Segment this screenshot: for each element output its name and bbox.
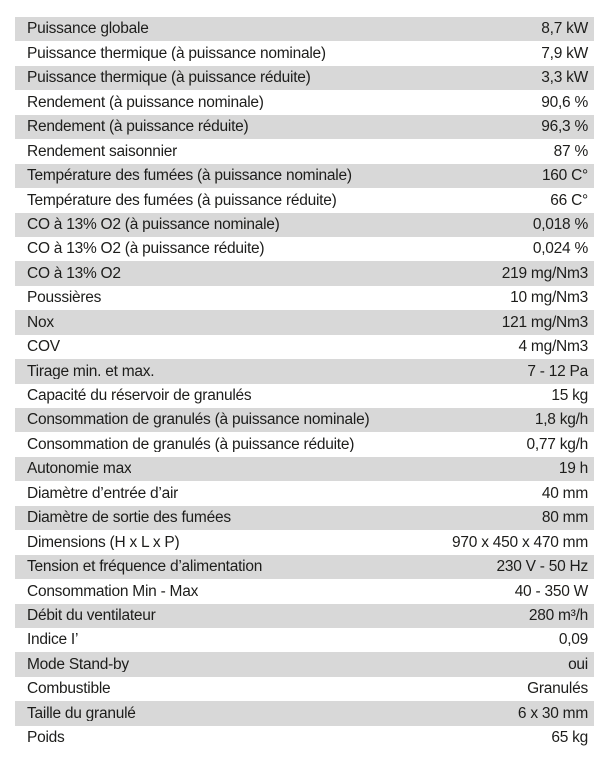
- spec-value: oui: [568, 655, 588, 673]
- spec-value: 90,6 %: [541, 93, 588, 111]
- spec-label: Consommation Min - Max: [27, 583, 199, 600]
- spec-label: Tirage min. et max.: [27, 363, 155, 380]
- spec-value: 121 mg/Nm3: [501, 313, 588, 331]
- spec-label: Tension et fréquence d’alimentation: [27, 559, 263, 575]
- table-row: Poids 65 kg: [15, 725, 594, 751]
- table-row: Rendement (à puissance nominale) 90,6 %: [15, 90, 594, 115]
- spec-label: Capacité du réservoir de granulés: [27, 388, 252, 404]
- spec-value: 19 h: [558, 460, 588, 478]
- table-row: Tirage min. et max. 7 - 12 Pa: [15, 359, 594, 384]
- spec-table: Puissance globale 8,7 kW Puissance therm…: [15, 17, 594, 751]
- table-row: Tension et fréquence d’alimentation 230 …: [15, 554, 594, 580]
- spec-value: 160 C°: [541, 167, 588, 185]
- spec-value: 65 kg: [551, 729, 588, 747]
- spec-label: Indice I’: [27, 632, 79, 648]
- spec-value: 6 x 30 mm: [517, 704, 588, 722]
- spec-value: 230 V - 50 Hz: [496, 558, 588, 576]
- table-row: Nox 121 mg/Nm3: [15, 310, 594, 335]
- table-row: Rendement (à puissance réduite) 96,3 %: [15, 114, 594, 140]
- spec-label: Rendement saisonnier: [27, 143, 178, 160]
- spec-value: 280 m³/h: [528, 606, 588, 624]
- spec-label: Poussières: [27, 290, 102, 306]
- spec-label: Poids: [27, 730, 65, 746]
- spec-label: Mode Stand-by: [27, 656, 129, 673]
- spec-label: Puissance thermique (à puissance réduite…: [27, 70, 311, 86]
- spec-label: Diamètre d’entrée d’air: [27, 485, 179, 502]
- spec-value: 3,3 kW: [541, 69, 588, 87]
- spec-value: 219 mg/Nm3: [501, 264, 588, 282]
- spec-label: Autonomie max: [27, 461, 132, 477]
- spec-label: Consommation de granulés (à puissance no…: [27, 412, 370, 428]
- spec-label: Diamètre de sortie des fumées: [27, 510, 231, 526]
- table-row: Débit du ventilateur 280 m³/h: [15, 603, 594, 628]
- table-row: Taille du granulé 6 x 30 mm: [15, 701, 594, 726]
- table-row: Puissance thermique (à puissance nominal…: [15, 41, 594, 66]
- table-row: Température des fumées (à puissance nomi…: [15, 163, 594, 189]
- table-row: Mode Stand-by oui: [15, 652, 594, 677]
- spec-value: 970 x 450 x 470 mm: [452, 533, 588, 551]
- table-row: Combustible Granulés: [15, 676, 594, 702]
- spec-value: 0,77 kg/h: [526, 435, 588, 453]
- spec-label: Dimensions (H x L x P): [27, 534, 180, 551]
- spec-label: Débit du ventilateur: [27, 607, 156, 624]
- table-row: Poussières 10 mg/Nm3: [15, 285, 594, 311]
- spec-label: Consommation de granulés (à puissance ré…: [27, 436, 355, 453]
- spec-value: Granulés: [527, 680, 588, 698]
- table-row: Consommation de granulés (à puissance ré…: [15, 432, 594, 457]
- spec-value: 66 C°: [550, 191, 588, 209]
- spec-value: 40 - 350 W: [514, 582, 589, 600]
- spec-value: 4 mg/Nm3: [518, 338, 589, 356]
- spec-value: 7,9 kW: [541, 44, 588, 62]
- spec-label: Puissance thermique (à puissance nominal…: [27, 45, 326, 62]
- table-row: Puissance thermique (à puissance réduite…: [15, 65, 594, 91]
- spec-value: 1,8 kg/h: [534, 411, 588, 429]
- table-row: Puissance globale 8,7 kW: [15, 17, 594, 42]
- table-row: Dimensions (H x L x P) 970 x 450 x 470 m…: [15, 530, 594, 555]
- spec-value: 87 %: [553, 142, 589, 160]
- spec-value: 0,024 %: [532, 240, 588, 258]
- spec-label: Rendement (à puissance réduite): [27, 119, 249, 135]
- table-row: CO à 13% O2 (à puissance nominale) 0,018…: [15, 212, 594, 237]
- table-row: COV 4 mg/Nm3: [15, 334, 594, 360]
- spec-value: 0,09: [558, 631, 588, 649]
- spec-value: 0,018 %: [532, 215, 588, 233]
- table-row: Consommation de granulés (à puissance no…: [15, 408, 594, 433]
- spec-value: 7 - 12 Pa: [527, 362, 588, 380]
- table-row: Autonomie max 19 h: [15, 456, 594, 482]
- spec-label: CO à 13% O2 (à puissance réduite): [27, 241, 265, 257]
- table-row: Consommation Min - Max 40 - 350 W: [15, 579, 594, 604]
- spec-label: COV: [27, 339, 60, 355]
- spec-value: 8,7 kW: [541, 20, 588, 38]
- spec-label: Combustible: [27, 681, 111, 697]
- spec-label: Température des fumées (à puissance rédu…: [27, 192, 337, 209]
- table-row: CO à 13% O2 (à puissance réduite) 0,024 …: [15, 236, 594, 262]
- spec-label: CO à 13% O2: [27, 265, 121, 282]
- table-row: Indice I’ 0,09: [15, 627, 594, 653]
- spec-label: Nox: [27, 314, 54, 331]
- spec-value: 40 mm: [541, 484, 588, 502]
- table-row: Température des fumées (à puissance rédu…: [15, 188, 594, 213]
- spec-label: CO à 13% O2 (à puissance nominale): [27, 216, 280, 233]
- spec-value: 80 mm: [541, 509, 588, 527]
- table-row: Diamètre d’entrée d’air 40 mm: [15, 481, 594, 506]
- table-row: Diamètre de sortie des fumées 80 mm: [15, 505, 594, 531]
- table-row: CO à 13% O2 219 mg/Nm3: [15, 261, 594, 286]
- spec-value: 15 kg: [551, 387, 588, 405]
- spec-label: Puissance globale: [27, 21, 149, 37]
- spec-label: Taille du granulé: [27, 705, 136, 722]
- table-row: Capacité du réservoir de granulés 15 kg: [15, 383, 594, 408]
- table-row: Rendement saisonnier 87 %: [15, 139, 594, 164]
- spec-value: 10 mg/Nm3: [510, 289, 588, 307]
- spec-value: 96,3 %: [541, 118, 588, 136]
- spec-label: Température des fumées (à puissance nomi…: [27, 168, 352, 184]
- spec-label: Rendement (à puissance nominale): [27, 94, 264, 111]
